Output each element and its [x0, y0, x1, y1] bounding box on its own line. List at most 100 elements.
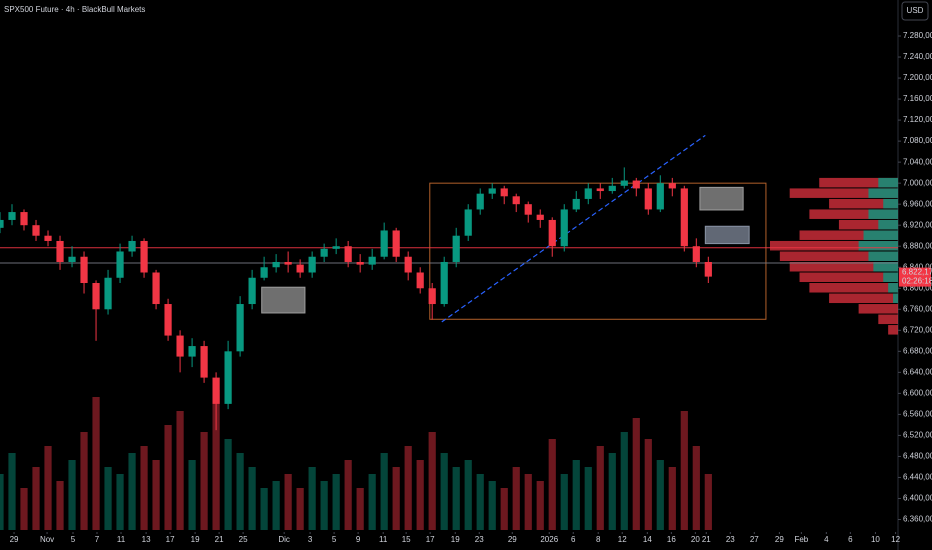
candle-body: [320, 248, 328, 257]
volume-bar: [404, 446, 412, 530]
candle-body: [128, 240, 136, 252]
candle-body: [308, 256, 316, 273]
volume-bar: [0, 474, 4, 530]
volume-bar: [668, 467, 676, 530]
volume-bar: [188, 460, 196, 530]
candle-body: [668, 183, 676, 189]
profile-buy: [878, 219, 898, 230]
volume-bar: [284, 474, 292, 530]
candle-body: [8, 212, 16, 220]
volume-bar: [140, 446, 148, 530]
candle-body: [224, 351, 232, 404]
volume-bar: [20, 488, 28, 530]
candle-body: [188, 346, 196, 357]
currency[interactable]: USD: [907, 6, 924, 15]
candle-body: [416, 272, 424, 289]
volume-bar: [260, 488, 268, 530]
volume-bar: [128, 453, 136, 530]
candle-body: [512, 196, 520, 205]
candle-body: [476, 193, 484, 210]
y-tick-label: 6.880,00: [903, 241, 932, 250]
volume-bar: [320, 481, 328, 530]
profile-sell: [799, 230, 898, 240]
x-tick-label: 7: [95, 535, 100, 544]
profile-buy: [893, 293, 898, 304]
volume-bar: [236, 453, 244, 530]
profile-sell: [789, 188, 898, 198]
x-tick-label: 23: [726, 535, 735, 544]
currency-box[interactable]: [901, 1, 929, 21]
candle-body: [428, 288, 436, 305]
volume-bar: [356, 488, 364, 530]
candle-body: [704, 261, 712, 277]
x-tick-label: 5: [332, 535, 337, 544]
profile-sell: [878, 314, 898, 325]
candle-body: [32, 225, 40, 236]
volume-bar: [692, 446, 700, 530]
candle-body: [644, 188, 652, 210]
profile-buy: [878, 177, 898, 188]
volume-bar: [584, 467, 592, 530]
x-tick-label: 14: [643, 535, 652, 544]
profile-sell: [809, 209, 898, 219]
volume-bar: [380, 453, 388, 530]
y-tick-label: 6.760,00: [903, 304, 932, 313]
candle-body: [392, 230, 400, 257]
y-tick-label: 7.200,00: [903, 73, 932, 82]
candle-body: [296, 264, 304, 273]
candle-body: [488, 188, 496, 194]
y-tick-label: 6.600,00: [903, 388, 932, 397]
drawing-box: [429, 182, 767, 320]
volume-bar: [200, 432, 208, 530]
candle-body: [464, 209, 472, 236]
profile-sell: [809, 283, 898, 293]
volume-bar: [176, 411, 184, 530]
volume-bar: [536, 481, 544, 530]
volume-bar: [296, 488, 304, 530]
volume-bar: [56, 481, 64, 530]
volume-bar: [308, 467, 316, 530]
volume-bar: [656, 460, 664, 530]
candle-body: [80, 256, 88, 284]
y-tick-label: 6.920,00: [903, 220, 932, 229]
candle-body: [176, 335, 184, 357]
y-tick-label: 7.120,00: [903, 115, 932, 124]
x-tick-label: 19: [191, 535, 200, 544]
volume-bar: [8, 453, 16, 530]
volume-bar: [224, 439, 232, 530]
candle-body: [44, 235, 52, 241]
volume-bar: [488, 481, 496, 530]
y-tick-label: 7.160,00: [903, 94, 932, 103]
volume-bar: [248, 467, 256, 530]
drawing-box: [699, 186, 744, 211]
last-price-label: 6.822,17: [902, 268, 932, 277]
y-tick-label: 6.520,00: [903, 431, 932, 440]
profile-buy: [863, 230, 898, 240]
candle-body: [152, 272, 160, 305]
volume-bar: [452, 467, 460, 530]
volume-bar: [32, 467, 40, 530]
candle-body: [536, 214, 544, 220]
candle-body: [284, 261, 292, 265]
x-tick-label: 3: [308, 535, 313, 544]
volume-bar: [596, 446, 604, 530]
volume-bar: [164, 425, 172, 530]
candle-body: [548, 219, 556, 247]
volume-bar: [392, 467, 400, 530]
candle-body: [452, 235, 460, 262]
candle-body: [620, 180, 628, 186]
volume-bar: [524, 474, 532, 530]
candle-body: [632, 180, 640, 189]
x-tick-label: 8: [596, 535, 601, 544]
volume-bar: [620, 432, 628, 530]
candle-body: [500, 188, 508, 197]
candle-body: [248, 277, 256, 305]
volume-bar: [560, 474, 568, 530]
x-tick-label: 10: [871, 535, 880, 544]
candle-body: [92, 283, 100, 310]
volume-bar: [440, 453, 448, 530]
volume-bar: [704, 474, 712, 530]
candle-body: [56, 240, 64, 262]
x-tick-label: 20: [691, 535, 700, 544]
